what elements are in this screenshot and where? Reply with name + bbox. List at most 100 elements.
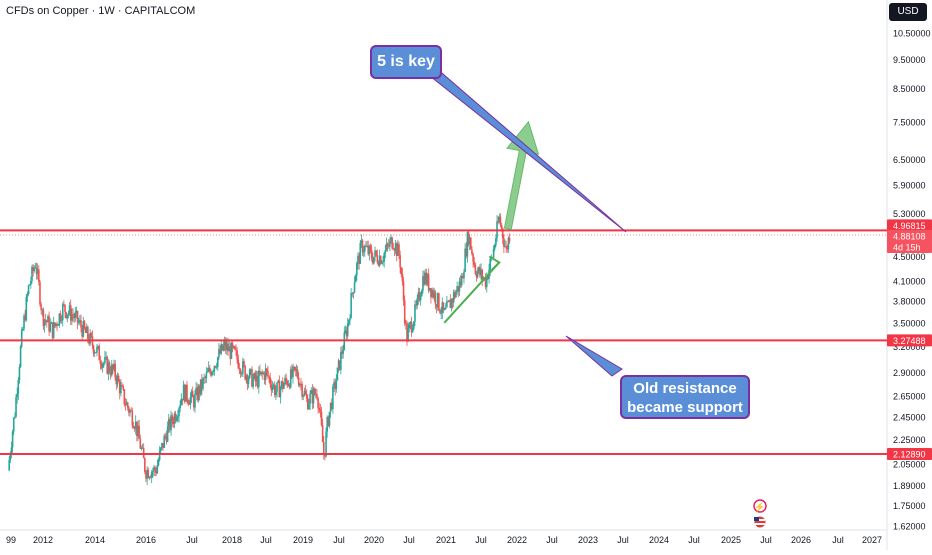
candle-body [459,281,462,286]
candle-body [126,402,129,408]
candle-body [414,304,416,322]
candle-body [231,343,234,348]
candle-body [72,314,74,316]
event-lightning-glyph: ⚡ [754,501,765,513]
symbol-title[interactable]: CFDs on Copper · 1W · CAPITALCOM [6,5,196,17]
candle-body [33,267,36,272]
candle-body [220,344,222,354]
candle-body [84,328,87,333]
candle-body [485,276,488,288]
y-axis[interactable]: 10.50000 9.50000 8.50000 7.50000 6.50000 5.90… [893,29,931,532]
callout-old-resistance[interactable]: Old resistance became support [620,375,750,419]
x-tick-label: 2024 [649,535,669,545]
candle-body [201,379,203,389]
candle-body [250,368,252,370]
event-flag-canton [754,517,759,521]
candle-body [240,373,243,375]
candle-body [383,253,385,262]
candle-body [117,375,120,382]
candle-body [102,362,105,364]
y-tick-label: 5.30000 [893,209,926,219]
y-tick-label: 7.50000 [893,117,926,127]
candle-body [17,379,20,394]
candle-body [413,321,415,329]
candle-body [487,276,489,280]
callout-5-is-key[interactable]: 5 is key [370,45,442,79]
x-axis[interactable]: 99 2012 2014 2016 Jul 2018 Jul 2019 Jul 2020 Jul 20… [6,535,882,545]
candle-body [345,330,348,337]
candle-body [237,359,240,369]
candle-body [71,314,73,321]
candle-body [35,267,38,274]
x-tick-label: 2022 [507,535,527,545]
candle-body [149,477,152,478]
candle-body [213,366,216,372]
candle-body [314,393,317,395]
candle-body [116,375,119,385]
candle-body [55,323,57,326]
candle-body [260,371,262,375]
candle-body [188,403,191,405]
candle-body [335,380,338,389]
candle-body [427,274,430,291]
candle-body [218,349,220,358]
candle-body [48,316,50,332]
badge-resistance-bg [887,219,932,232]
candle-body [305,394,308,399]
candle-body [291,369,293,378]
candle-body [468,237,471,245]
candle-body [170,415,172,431]
event-lightning-icon[interactable] [753,499,767,513]
candle-body [67,313,70,315]
y-tick-label: 6.50000 [893,155,926,165]
candle-body [230,343,233,359]
candle-body [95,352,97,354]
candle-body [246,375,249,384]
candle-body [186,384,188,400]
candle-body [477,267,480,272]
candle-body [80,320,82,328]
candle-body [476,271,479,278]
trend-line[interactable] [443,261,500,324]
y-tick-label: 2.05000 [893,459,926,469]
candle-body [275,391,277,396]
candle-body [440,312,442,314]
candle-body [325,431,327,457]
candle-body [366,245,368,247]
currency-button[interactable]: USD [889,3,927,21]
candle-body [31,266,33,281]
candle-body [130,410,132,412]
candle-body [463,271,465,279]
candle-body [76,310,79,323]
candle-body [120,385,122,394]
candle-body [338,360,341,370]
badge-support-low-bg [887,447,932,460]
candle-body [273,384,276,396]
candle-body [438,293,440,310]
candle-body [156,465,159,474]
candle-body [288,384,291,388]
candle-body [131,410,134,426]
candle-body [280,381,283,388]
candle-body [444,307,447,309]
candle-body [263,373,266,381]
candle-body [243,361,245,366]
candle-body [278,380,281,398]
candle-body [210,371,212,376]
candle-body [227,343,229,352]
candle-body [367,245,370,255]
candle-body [148,477,151,479]
candle-body [503,238,505,247]
candle-body [447,301,449,303]
candle-body [368,245,371,255]
candle-body [66,314,69,319]
candle-body [416,298,419,306]
candle-body [132,425,135,429]
candle-body [90,332,93,337]
candle-body [242,361,244,374]
candle-body [226,343,228,351]
candle-body [320,411,323,426]
candle-body [508,237,511,242]
